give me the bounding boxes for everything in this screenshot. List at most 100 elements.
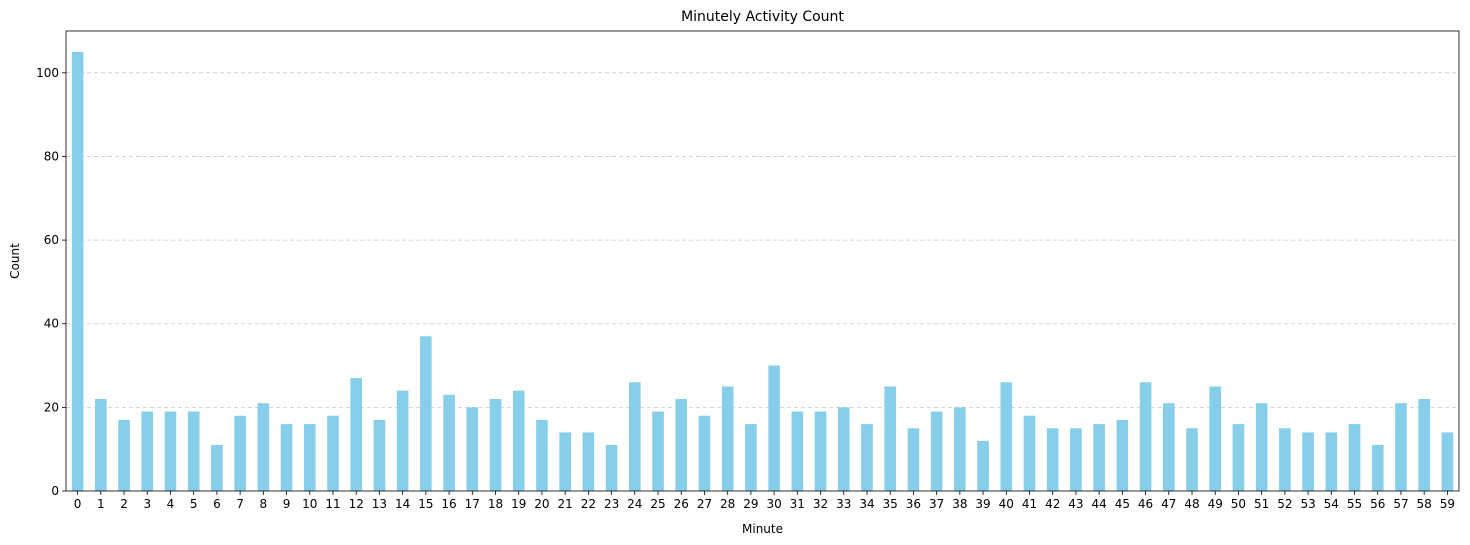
x-tick-label: 40 <box>999 497 1014 511</box>
y-tick-label: 60 <box>44 233 59 247</box>
bar-15 <box>420 336 432 491</box>
bar-0 <box>71 51 84 492</box>
x-tick-label: 34 <box>859 497 874 511</box>
x-tick-label: 25 <box>650 497 665 511</box>
bar-40 <box>1000 382 1013 491</box>
bar-59 <box>1441 432 1454 491</box>
x-tick-label: 49 <box>1208 497 1223 511</box>
x-tick-label: 44 <box>1092 497 1107 511</box>
bar-42 <box>1046 428 1059 491</box>
bar-3 <box>141 411 154 491</box>
bar-14 <box>396 390 409 491</box>
x-tick-label: 6 <box>213 497 221 511</box>
x-tick-label: 47 <box>1161 497 1176 511</box>
x-tick-label: 21 <box>558 497 573 511</box>
x-tick-label: 58 <box>1417 497 1432 511</box>
bar-24 <box>629 382 641 491</box>
bar-31 <box>791 411 804 491</box>
x-tick-label: 38 <box>952 497 967 511</box>
x-tick-label: 24 <box>627 497 642 511</box>
x-tick-label: 33 <box>836 497 851 511</box>
bar-55 <box>1348 424 1361 491</box>
x-tick-label: 50 <box>1231 497 1246 511</box>
x-axis-label: Minute <box>742 522 783 536</box>
bar-32 <box>814 411 827 491</box>
x-tick-label: 10 <box>302 497 317 511</box>
x-tick-label: 16 <box>441 497 456 511</box>
x-tick-label: 4 <box>167 497 175 511</box>
bar-37 <box>930 411 943 491</box>
bar-22 <box>582 432 595 491</box>
bar-9 <box>280 424 293 491</box>
bar-41 <box>1023 415 1036 491</box>
bar-46 <box>1139 382 1152 491</box>
x-tick-label: 29 <box>743 497 758 511</box>
bar-8 <box>257 403 270 491</box>
x-tick-label: 19 <box>511 497 526 511</box>
x-tick-label: 45 <box>1115 497 1130 511</box>
x-tick-label: 48 <box>1184 497 1199 511</box>
bar-29 <box>745 424 757 491</box>
bar-20 <box>536 419 548 491</box>
bar-57 <box>1395 403 1407 491</box>
x-tick-label: 28 <box>720 497 735 511</box>
y-tick-label: 20 <box>44 400 59 414</box>
bar-58 <box>1418 399 1430 491</box>
y-tick-label: 100 <box>36 66 59 80</box>
bar-47 <box>1162 403 1175 491</box>
x-tick-label: 20 <box>534 497 549 511</box>
x-tick-label: 39 <box>975 497 990 511</box>
x-tick-label: 2 <box>120 497 128 511</box>
bar-28 <box>721 386 734 491</box>
x-tick-label: 46 <box>1138 497 1153 511</box>
bar-18 <box>489 399 502 491</box>
x-axis-ticks: 0 1 2 3 4 5 6 7 8 9 10 11 12 13 14 15 16 17 18 19 20 21 22 23 24… <box>74 491 1455 511</box>
bar-21 <box>559 432 571 491</box>
x-tick-label: 57 <box>1393 497 1408 511</box>
bar-23 <box>605 445 618 491</box>
y-tick-label: 40 <box>44 317 59 331</box>
bar-11 <box>327 415 339 491</box>
x-tick-label: 12 <box>349 497 364 511</box>
bar-54 <box>1325 432 1338 491</box>
bar-44 <box>1093 424 1105 491</box>
bar-2 <box>118 419 130 491</box>
bar-19 <box>512 390 525 491</box>
x-tick-label: 15 <box>418 497 433 511</box>
bar-1 <box>95 399 107 491</box>
bar-39 <box>977 440 989 491</box>
bar-34 <box>861 424 873 491</box>
bar-45 <box>1116 419 1129 491</box>
x-tick-label: 42 <box>1045 497 1060 511</box>
bar-43 <box>1070 428 1082 491</box>
x-tick-label: 52 <box>1277 497 1292 511</box>
bar-7 <box>234 415 246 491</box>
x-tick-label: 59 <box>1440 497 1455 511</box>
bar-49 <box>1209 386 1222 491</box>
bar-13 <box>373 419 386 491</box>
chart-title: Minutely Activity Count <box>681 9 844 25</box>
bar-16 <box>443 394 455 491</box>
x-tick-label: 26 <box>674 497 689 511</box>
bar-30 <box>768 365 780 491</box>
bar-52 <box>1279 428 1291 491</box>
bar-48 <box>1186 428 1198 491</box>
x-tick-label: 30 <box>766 497 781 511</box>
x-tick-label: 14 <box>395 497 410 511</box>
x-tick-label: 31 <box>790 497 805 511</box>
x-tick-label: 9 <box>283 497 291 511</box>
x-tick-label: 54 <box>1324 497 1339 511</box>
x-tick-label: 3 <box>143 497 151 511</box>
y-tick-label: 80 <box>44 149 59 163</box>
bar-12 <box>350 378 363 491</box>
y-axis-ticks: 0 20 40 60 80 100 <box>36 66 66 498</box>
axes <box>65 30 1460 492</box>
y-tick-label: 0 <box>51 484 59 498</box>
x-tick-label: 27 <box>697 497 712 511</box>
x-tick-label: 22 <box>581 497 596 511</box>
bar-5 <box>187 411 200 491</box>
bar-6 <box>211 445 223 491</box>
bar-33 <box>837 407 850 491</box>
bar-36 <box>907 428 920 491</box>
